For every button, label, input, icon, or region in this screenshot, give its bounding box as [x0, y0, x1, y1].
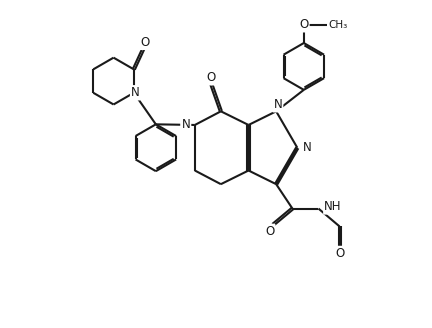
Text: O: O	[299, 18, 308, 31]
Text: CH₃: CH₃	[328, 20, 347, 30]
Text: O: O	[206, 71, 216, 84]
Text: N: N	[273, 98, 282, 111]
Text: O: O	[140, 36, 149, 49]
Text: N: N	[131, 86, 140, 99]
Text: N: N	[181, 118, 190, 132]
Text: O: O	[335, 247, 344, 260]
Text: N: N	[303, 141, 312, 154]
Text: NH: NH	[324, 200, 342, 214]
Text: O: O	[265, 225, 274, 238]
